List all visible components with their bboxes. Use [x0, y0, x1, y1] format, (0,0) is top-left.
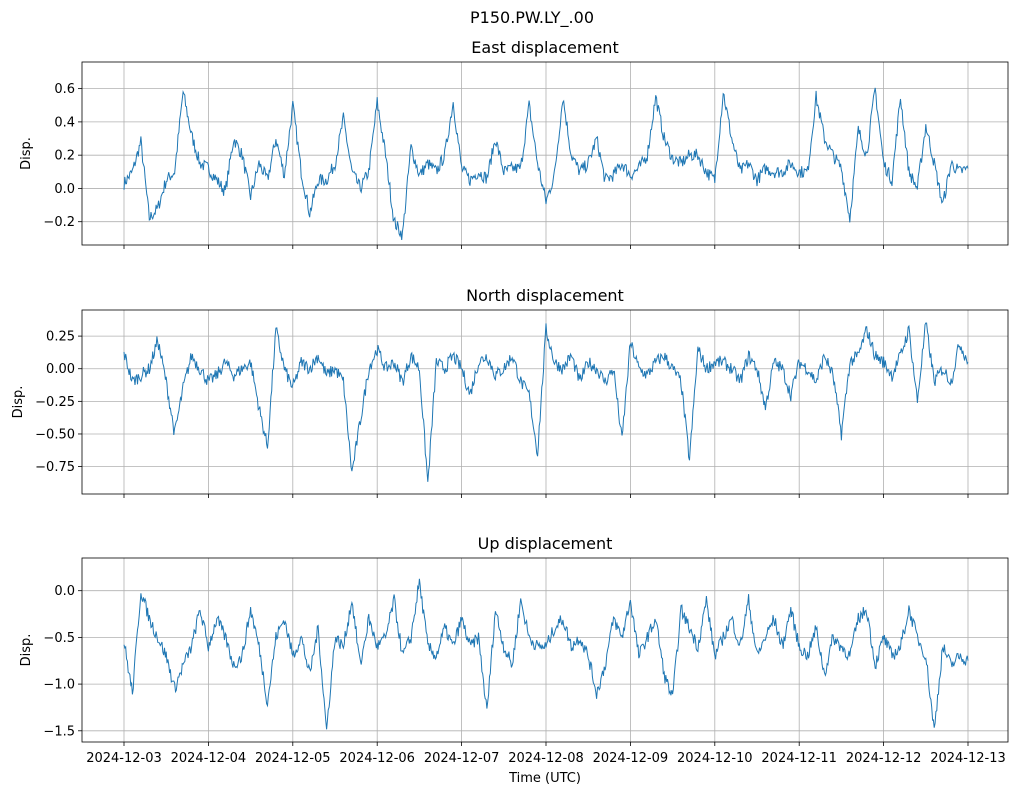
y-tick-label: −1.5 — [43, 724, 75, 739]
x-tick-label: 2024-12-11 — [761, 751, 837, 766]
axes-frame — [81, 309, 1009, 495]
y-tick-label: 0.0 — [54, 182, 75, 197]
y-axis-label: Disp. — [11, 386, 26, 419]
figure-suptitle: P150.PW.LY_.00 — [470, 8, 594, 28]
x-tick-label: 2024-12-12 — [846, 751, 922, 766]
x-tick-label: 2024-12-05 — [255, 751, 331, 766]
subplot-title: North displacement — [466, 286, 624, 305]
y-tick-label: 0.0 — [54, 584, 75, 599]
y-tick-label: −0.75 — [35, 460, 75, 475]
y-tick-label: −0.25 — [35, 395, 75, 410]
x-axis-label: Time (UTC) — [508, 771, 581, 786]
x-tick-label: 2024-12-10 — [677, 751, 753, 766]
axes-frame — [81, 61, 1009, 246]
y-axis-label: Disp. — [19, 634, 34, 667]
y-tick-label: −0.2 — [43, 215, 75, 230]
subplot-title: Up displacement — [478, 534, 613, 553]
plot-area — [82, 558, 1008, 742]
y-tick-label: −0.50 — [35, 427, 75, 442]
y-tick-label: 0.2 — [54, 149, 75, 164]
y-tick-label: −1.0 — [43, 678, 75, 693]
y-tick-label: 0.00 — [46, 362, 75, 377]
series-line — [123, 322, 969, 482]
series-line — [123, 87, 969, 240]
plot-area — [82, 62, 1008, 245]
x-tick-label: 2024-12-04 — [171, 751, 247, 766]
x-tick-label: 2024-12-08 — [508, 751, 584, 766]
x-tick-label: 2024-12-06 — [339, 751, 415, 766]
y-tick-label: −0.5 — [43, 631, 75, 646]
x-tick-label: 2024-12-03 — [86, 751, 162, 766]
y-tick-label: 0.6 — [54, 82, 75, 97]
axes-frame — [81, 557, 1009, 743]
y-axis-label: Disp. — [19, 137, 34, 170]
x-tick-label: 2024-12-07 — [424, 751, 500, 766]
series-line — [123, 578, 969, 730]
subplot-title: East displacement — [471, 38, 618, 57]
x-tick-label: 2024-12-13 — [930, 751, 1006, 766]
x-tick-label: 2024-12-09 — [593, 751, 669, 766]
y-tick-label: 0.4 — [54, 115, 75, 130]
y-tick-label: 0.25 — [46, 330, 75, 345]
